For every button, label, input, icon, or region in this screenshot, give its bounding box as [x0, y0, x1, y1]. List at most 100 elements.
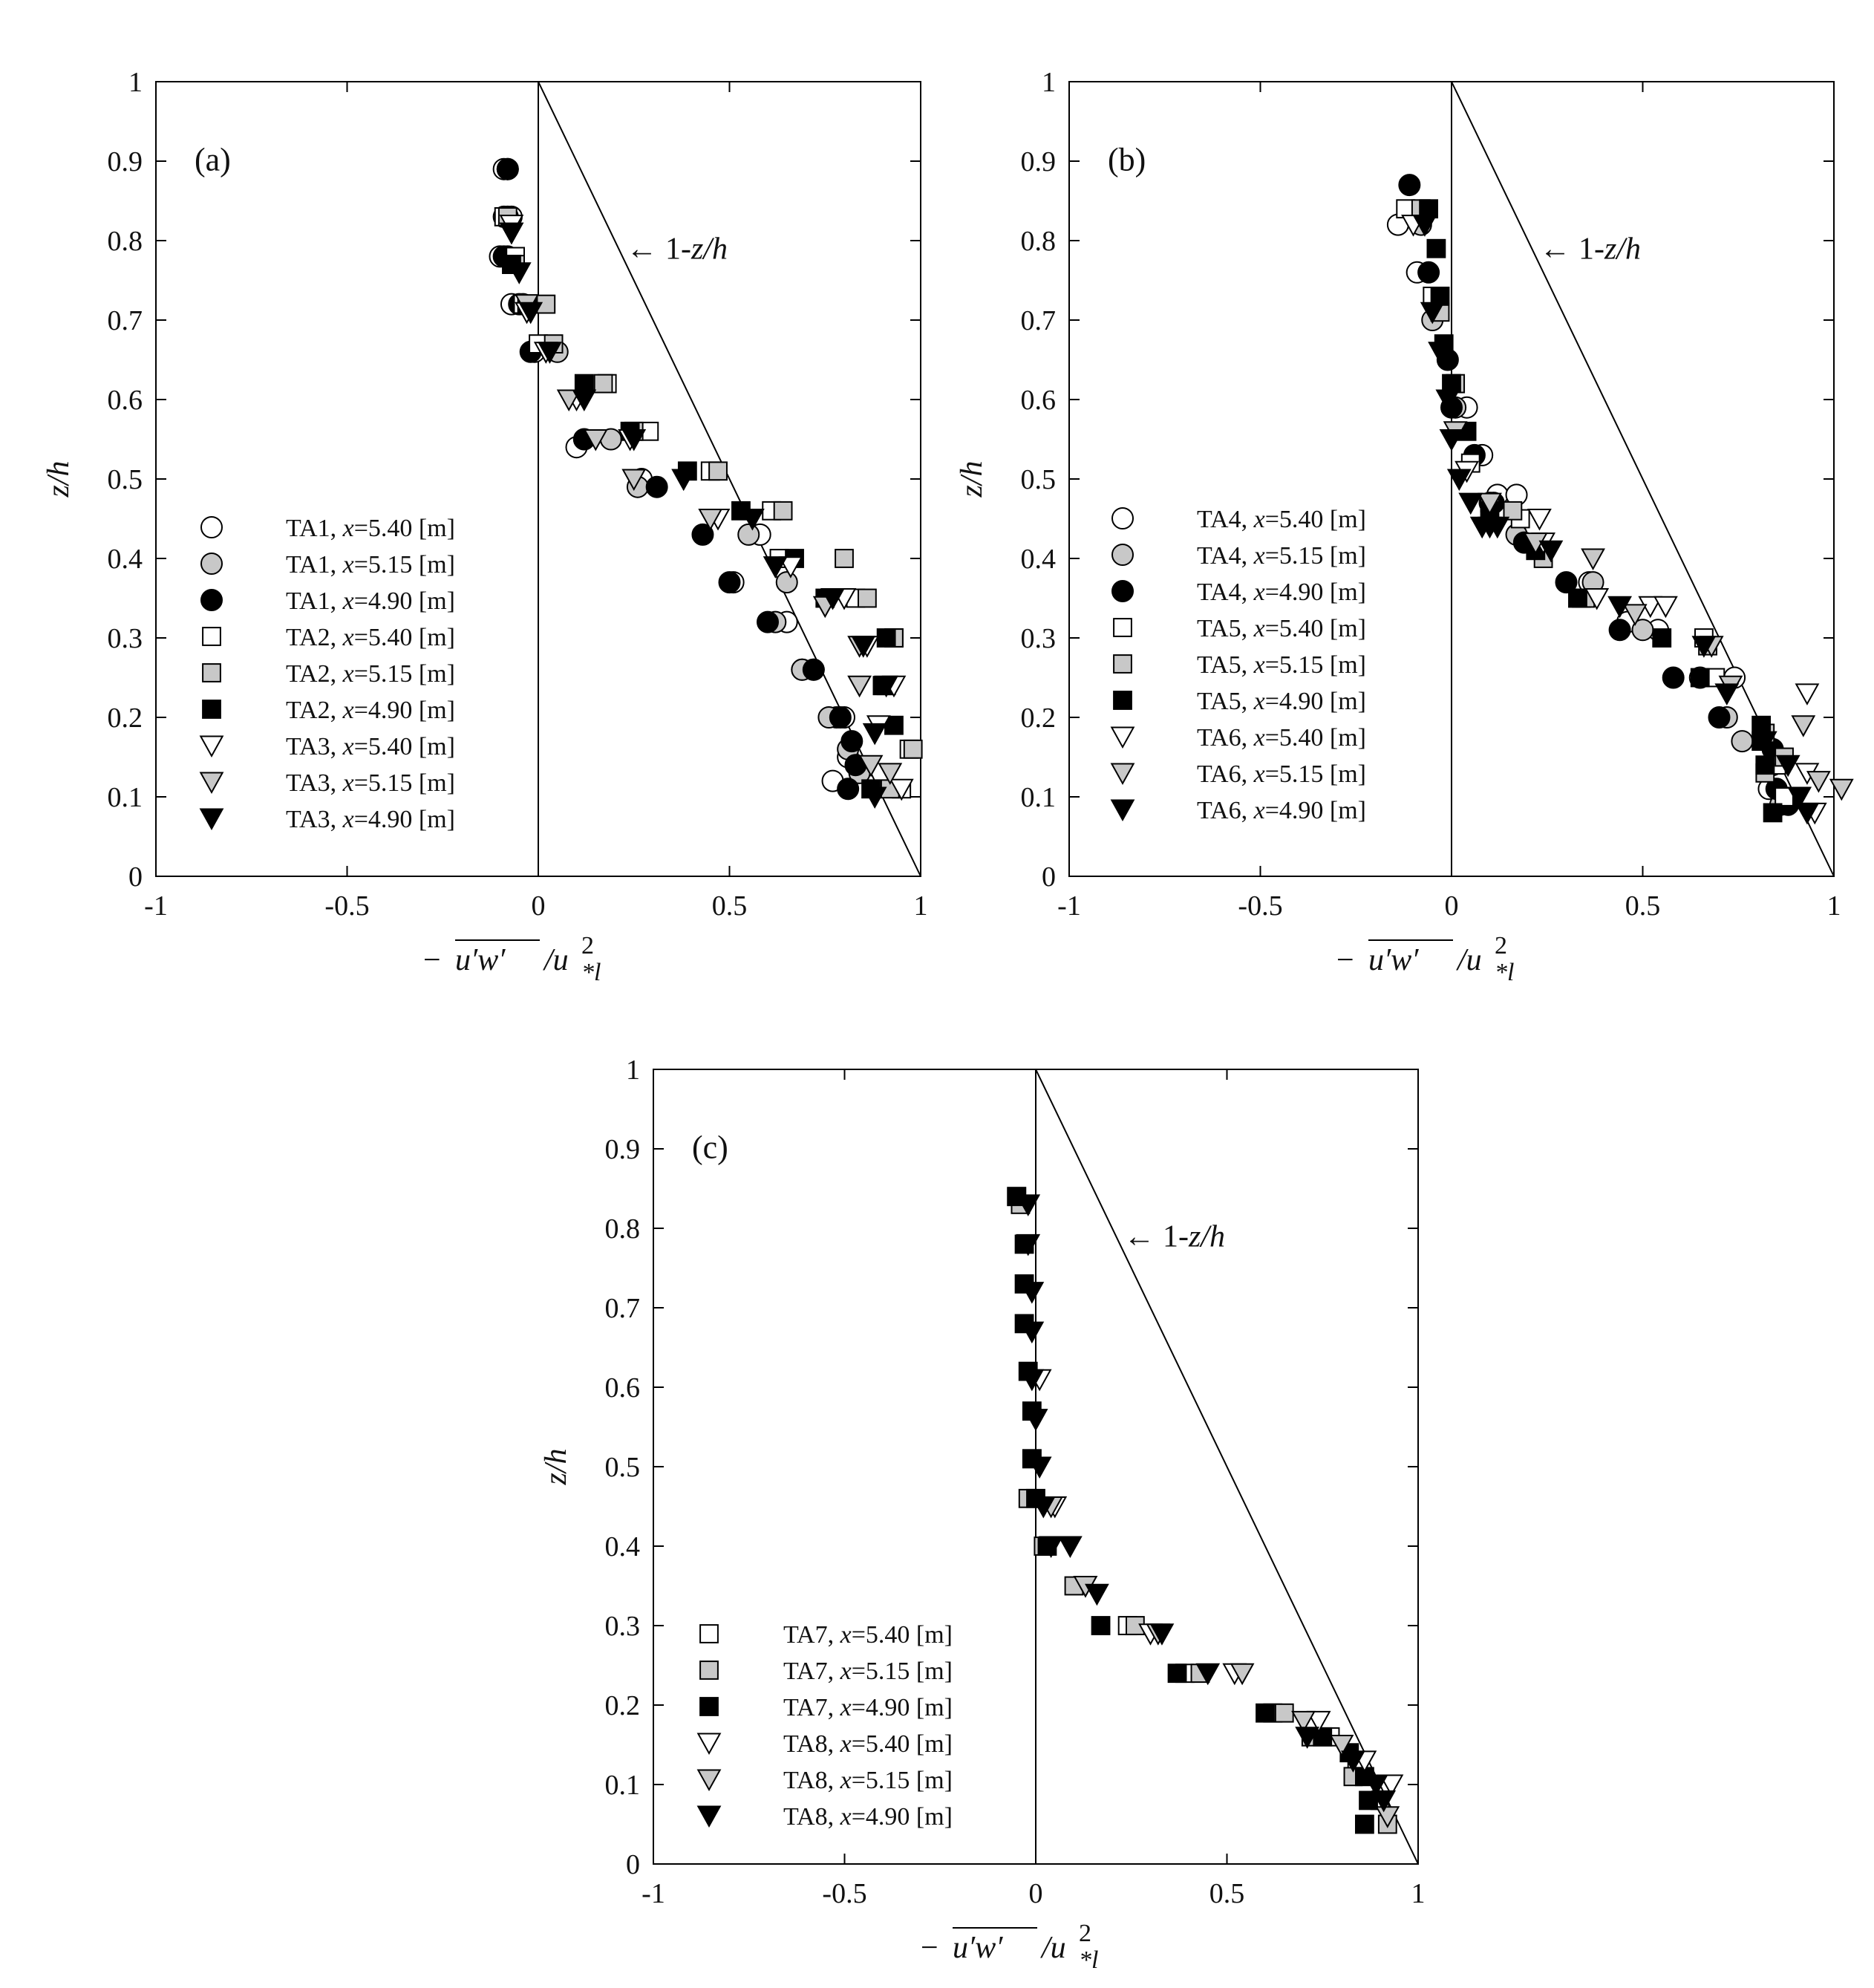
triangle-down-marker: [1458, 492, 1483, 515]
triangle-down-marker: [1375, 1806, 1400, 1828]
x-axis-label-superscript: 2: [581, 932, 594, 959]
series-7: [499, 222, 903, 785]
square-marker: [593, 374, 613, 394]
circle-marker: [1662, 666, 1685, 689]
circle-marker: [1608, 619, 1631, 642]
triangle-down-marker: [506, 262, 532, 284]
y-tick-label: 0.1: [1021, 782, 1057, 813]
triangle-down-marker: [1787, 786, 1812, 809]
x-axis-label-numerator: u′w′: [1368, 943, 1419, 977]
legend-marker: [202, 663, 221, 682]
panel-c: -1 -0.5 0 0.5 1 0 0.1 0.2 0.3 0.4 0.5 0.6 0.7 0.8 0.9 1…: [539, 1055, 1426, 1974]
series-6: [1401, 215, 1827, 825]
triangle-down-marker: [1691, 636, 1717, 658]
legend-label: TA2, x=4.90 [m]: [286, 697, 455, 724]
x-tick-label: 0: [1029, 1878, 1043, 1909]
triangle-down-marker: [847, 675, 872, 698]
x-tick-label: 0: [532, 890, 546, 922]
legend-label: TA8, x=5.15 [m]: [783, 1767, 953, 1794]
triangle-down-marker: [1775, 755, 1800, 778]
circle-marker: [837, 778, 860, 801]
triangle-down-marker: [1329, 1735, 1354, 1757]
y-tick-label: 0.2: [605, 1690, 641, 1721]
square-marker: [1568, 588, 1587, 608]
panel-b: -1 -0.5 0 0.5 1 0 0.1 0.2 0.3 0.4 0.5 0.6 0.7 0.8 0.9 1…: [955, 67, 1854, 986]
triangle-down-marker: [1478, 492, 1502, 515]
y-tick-label: 0.3: [1021, 623, 1057, 654]
series-4: [1023, 1409, 1400, 1828]
square-marker: [858, 588, 877, 608]
triangle-down-marker: [1306, 1710, 1331, 1733]
circle-marker: [645, 475, 668, 498]
legend-label: TA6, x=4.90 [m]: [1197, 797, 1366, 824]
legend-marker: [200, 553, 223, 575]
y-tick-label: 0.5: [108, 464, 143, 495]
triangle-down-marker: [1653, 596, 1678, 619]
series-4: [1411, 199, 1794, 783]
y-tick-label: 0.4: [1021, 544, 1057, 575]
triangle-down-marker: [1485, 516, 1510, 539]
legend-marker: [699, 1624, 719, 1643]
x-tick-label: 1: [1827, 890, 1841, 922]
legend-label: TA8, x=5.40 [m]: [783, 1730, 953, 1758]
triangle-down-marker: [583, 429, 608, 452]
triangle-down-marker: [1714, 683, 1740, 705]
circle-marker: [757, 610, 779, 633]
y-tick-label: 0.1: [108, 782, 143, 813]
circle-marker: [496, 157, 519, 180]
square-marker: [1256, 1703, 1275, 1723]
legend: TA4, x=5.40 [m] TA4, x=5.15 [m] TA4, x=4.9…: [1110, 506, 1366, 824]
legend-marker: [696, 1769, 722, 1792]
square-marker: [1763, 803, 1783, 823]
series-8: [1412, 215, 1820, 825]
triangle-down-marker: [1016, 1233, 1041, 1257]
triangle-down-marker: [1023, 1409, 1048, 1431]
y-tick-label: 0.5: [605, 1452, 641, 1483]
triangle-down-marker: [874, 675, 899, 698]
y-tick-label: 0.9: [605, 1134, 641, 1165]
square-marker: [1274, 1703, 1294, 1723]
legend-marker: [696, 1733, 722, 1756]
square-marker: [773, 501, 793, 521]
triangle-down-marker: [1795, 802, 1820, 825]
x-tick-label: 0.5: [1209, 1878, 1245, 1909]
legend-marker: [200, 589, 223, 611]
legend-label: TA7, x=5.40 [m]: [783, 1621, 953, 1649]
square-marker: [903, 739, 923, 759]
line-annotation: ← 1-z/h: [626, 232, 728, 267]
legend-marker: [202, 627, 221, 646]
legend-label: TA6, x=5.40 [m]: [1197, 724, 1366, 752]
legend: TA7, x=5.40 [m] TA7, x=5.15 [m] TA7, x=4.9…: [696, 1621, 953, 1831]
y-tick-label: 0.7: [1021, 305, 1057, 336]
legend-marker: [200, 516, 223, 538]
x-axis-label-minus: −: [921, 1931, 938, 1965]
legend-label: TA8, x=4.90 [m]: [783, 1803, 953, 1831]
y-tick-label: 0.6: [108, 385, 143, 416]
triangle-down-marker: [1412, 215, 1437, 237]
y-tick-label: 0.3: [605, 1611, 641, 1642]
triangle-down-marker: [1027, 1456, 1052, 1479]
legend-label: TA2, x=5.40 [m]: [286, 624, 455, 651]
y-tick-label: 0.9: [108, 146, 143, 177]
triangle-down-marker: [878, 763, 903, 785]
legend-label: TA7, x=4.90 [m]: [783, 1694, 953, 1721]
y-tick-label: 0: [626, 1849, 640, 1880]
triangle-down-marker: [1446, 469, 1472, 492]
triangle-down-marker: [1057, 1536, 1083, 1559]
x-axis-label-minus: −: [1336, 943, 1354, 977]
legend-label: TA5, x=5.15 [m]: [1197, 651, 1366, 679]
triangle-down-marker: [1622, 604, 1648, 626]
legend-label: TA4, x=5.40 [m]: [1197, 506, 1366, 533]
triangle-down-marker: [1291, 1710, 1316, 1733]
triangle-down-marker: [1039, 1536, 1063, 1559]
square-marker: [1426, 238, 1446, 258]
y-tick-label: 0.4: [108, 544, 143, 575]
triangle-down-marker: [1379, 1774, 1404, 1797]
square-marker: [1652, 628, 1672, 648]
y-tick-label: 0.7: [108, 305, 143, 336]
triangle-down-marker: [499, 222, 524, 245]
legend-label: TA1, x=4.90 [m]: [286, 587, 455, 615]
x-axis-label-subscript: *l: [581, 959, 601, 986]
triangle-down-marker: [1371, 1790, 1397, 1813]
